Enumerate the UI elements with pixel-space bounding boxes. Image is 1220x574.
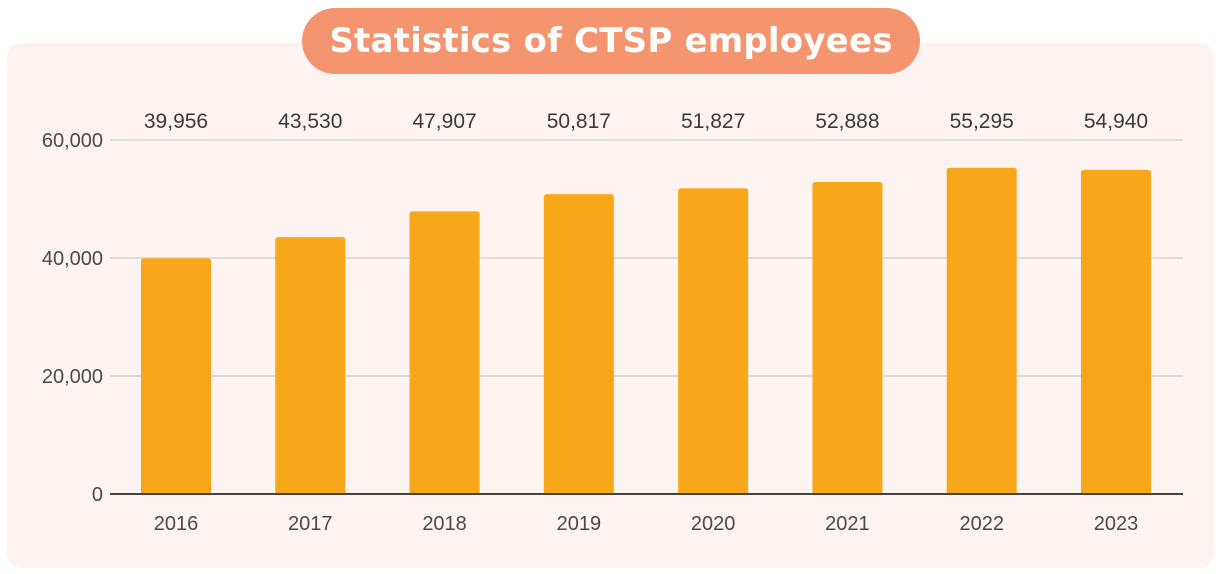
x-tick-label: 2022 [959,513,1004,535]
y-tick-label: 0 [92,484,103,506]
data-label: 55,295 [950,110,1014,133]
x-tick-label: 2019 [557,513,602,535]
x-tick-label: 2021 [825,513,870,535]
bar-2023 [1081,169,1151,494]
data-label: 43,530 [278,110,342,133]
bar-2017 [275,237,346,494]
x-tick-label: 2020 [691,513,736,535]
x-tick-label: 2018 [422,513,467,535]
data-label: 54,940 [1084,110,1148,133]
bar-2019 [543,194,614,495]
bar-2021 [812,181,883,494]
data-label: 50,817 [547,110,611,133]
data-label: 52,888 [815,110,879,133]
x-tick-label: 2017 [288,513,333,535]
chart-title: Statistics of CTSP employees [302,8,920,74]
data-label: 47,907 [412,110,476,133]
y-tick-label: 20,000 [42,366,103,388]
bar-2022 [946,167,1017,494]
data-label: 51,827 [681,110,745,133]
y-tick-label: 40,000 [42,248,103,270]
bar-2016 [141,258,211,494]
y-tick-label: 60,000 [42,130,103,152]
bar-2020 [678,188,749,494]
bar-2018 [409,211,480,494]
x-tick-label: 2016 [154,513,199,535]
x-tick-label: 2023 [1094,513,1139,535]
data-label: 39,956 [144,110,208,133]
